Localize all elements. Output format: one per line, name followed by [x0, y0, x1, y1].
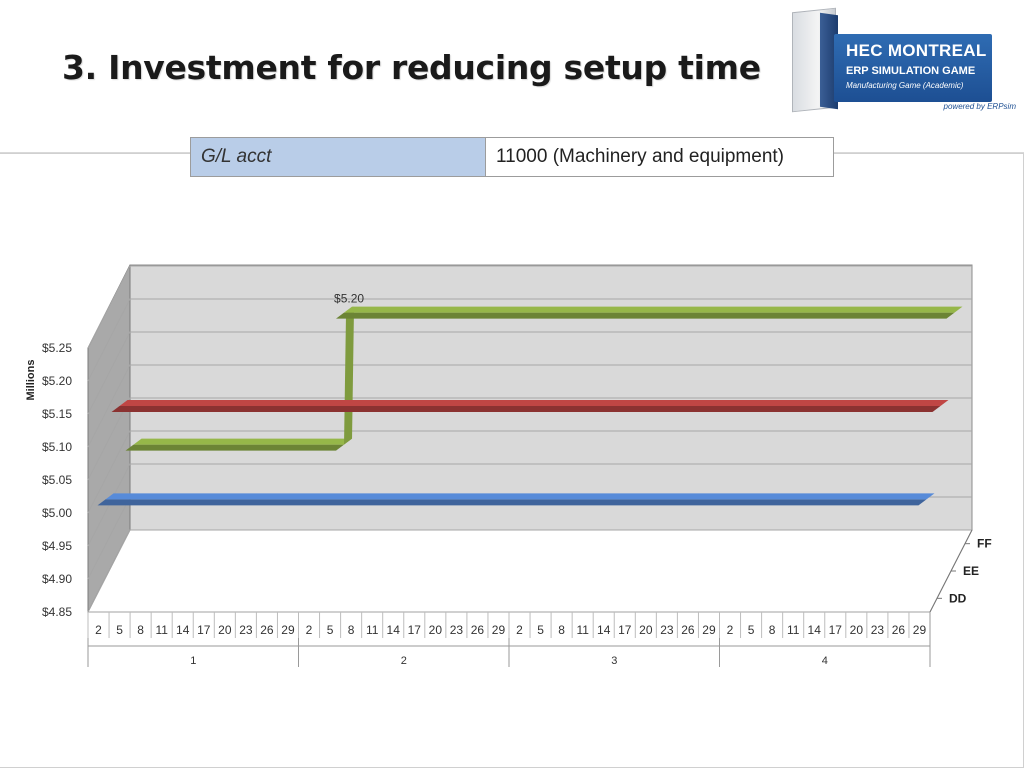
ribbon-top — [105, 493, 935, 500]
x-day-label: 11 — [576, 623, 589, 637]
x-day-label: 8 — [348, 623, 355, 637]
x-day-label: 23 — [871, 623, 885, 637]
series-ribbon-ee — [111, 400, 949, 412]
x-day-label: 26 — [260, 623, 274, 637]
x-day-label: 26 — [471, 623, 485, 637]
x-day-label: 29 — [281, 623, 295, 637]
x-day-label: 2 — [306, 623, 313, 637]
gridline — [87, 529, 972, 613]
x-day-label: 5 — [327, 623, 334, 637]
x-day-label: 17 — [197, 623, 211, 637]
x-day-label: 11 — [155, 623, 168, 637]
x-day-label: 17 — [829, 623, 843, 637]
x-day-label: 14 — [597, 623, 611, 637]
logo-line-3: Manufacturing Game (Academic) — [846, 81, 964, 90]
x-day-label: 2 — [95, 623, 102, 637]
logo-powered-by: powered by ERPsim — [943, 102, 1016, 111]
x-day-label: 5 — [116, 623, 123, 637]
x-day-label: 26 — [681, 623, 695, 637]
x-day-label: 11 — [787, 623, 800, 637]
series-label-dd: DD — [949, 591, 967, 605]
x-day-label: 29 — [702, 623, 716, 637]
y-tick-label: $5.05 — [42, 473, 72, 487]
gridline — [87, 463, 972, 547]
ribbon-top — [344, 306, 963, 313]
gridline — [87, 298, 972, 382]
y-tick-label: $5.00 — [42, 506, 72, 520]
x-round-label: 2 — [401, 655, 407, 667]
x-day-label: 17 — [618, 623, 632, 637]
series-label-ee: EE — [963, 564, 979, 578]
ribbon-face — [125, 444, 345, 451]
x-day-label: 20 — [218, 623, 232, 637]
x-day-label: 14 — [808, 623, 822, 637]
x-day-label: 17 — [408, 623, 422, 637]
ribbon-face — [336, 312, 955, 319]
gl-account-key: G/L acct — [190, 137, 486, 177]
logo-line-1: HEC MONTREAL — [846, 41, 987, 60]
x-day-label: 5 — [748, 623, 755, 637]
x-day-label: 14 — [387, 623, 401, 637]
y-tick-label: $4.85 — [42, 605, 72, 619]
x-day-label: 8 — [558, 623, 565, 637]
y-tick-label: $5.20 — [42, 374, 72, 388]
y-tick-label: $5.10 — [42, 440, 72, 454]
ribbon-face — [111, 406, 941, 412]
gl-account-table: G/L acct 11000 (Machinery and equipment) — [190, 137, 834, 177]
gridline — [87, 265, 972, 349]
logo-banner: HEC MONTREAL ERP SIMULATION GAME Manufac… — [834, 34, 992, 102]
gridline — [87, 397, 972, 481]
x-day-label: 29 — [913, 623, 927, 637]
x-day-label: 23 — [450, 623, 464, 637]
gridline — [87, 430, 972, 514]
x-day-label: 20 — [639, 623, 653, 637]
x-round-label: 1 — [190, 655, 196, 667]
logo-line-2: ERP SIMULATION GAME — [846, 65, 976, 77]
y-tick-label: $4.95 — [42, 539, 72, 553]
gridline — [87, 331, 972, 415]
x-round-label: 3 — [611, 655, 617, 667]
x-day-label: 23 — [239, 623, 253, 637]
y-tick-label: $5.25 — [42, 341, 72, 355]
y-tick-label: $5.15 — [42, 407, 72, 421]
x-day-label: 2 — [727, 623, 734, 637]
x-day-label: 5 — [537, 623, 544, 637]
chart-floor — [87, 529, 973, 613]
series-label-ff: FF — [977, 537, 992, 551]
x-day-label: 2 — [516, 623, 523, 637]
slide-title: 3. Investment for reducing setup time — [62, 48, 761, 87]
data-label-ff: $5.20 — [334, 292, 364, 306]
gridline — [87, 364, 972, 448]
gl-account-value: 11000 (Machinery and equipment) — [485, 137, 834, 177]
x-day-label: 20 — [429, 623, 443, 637]
ribbon-top — [133, 438, 353, 445]
series-ribbon-dd — [97, 493, 935, 506]
y-tick-label: $4.90 — [42, 572, 72, 586]
y-axis-label: Millions — [25, 360, 37, 401]
x-day-label: 26 — [892, 623, 906, 637]
ribbon-top — [119, 400, 949, 406]
x-day-label: 29 — [492, 623, 506, 637]
x-day-label: 11 — [366, 623, 379, 637]
ribbon-face — [97, 499, 927, 506]
x-day-label: 8 — [769, 623, 776, 637]
hec-erpsim-logo: HEC MONTREAL ERP SIMULATION GAME Manufac… — [786, 6, 1022, 116]
x-day-label: 23 — [660, 623, 674, 637]
x-round-label: 4 — [822, 655, 828, 667]
x-day-label: 14 — [176, 623, 190, 637]
gl-account-row: G/L acct 11000 (Machinery and equipment) — [190, 137, 834, 177]
x-day-label: 8 — [137, 623, 144, 637]
x-day-label: 20 — [850, 623, 864, 637]
